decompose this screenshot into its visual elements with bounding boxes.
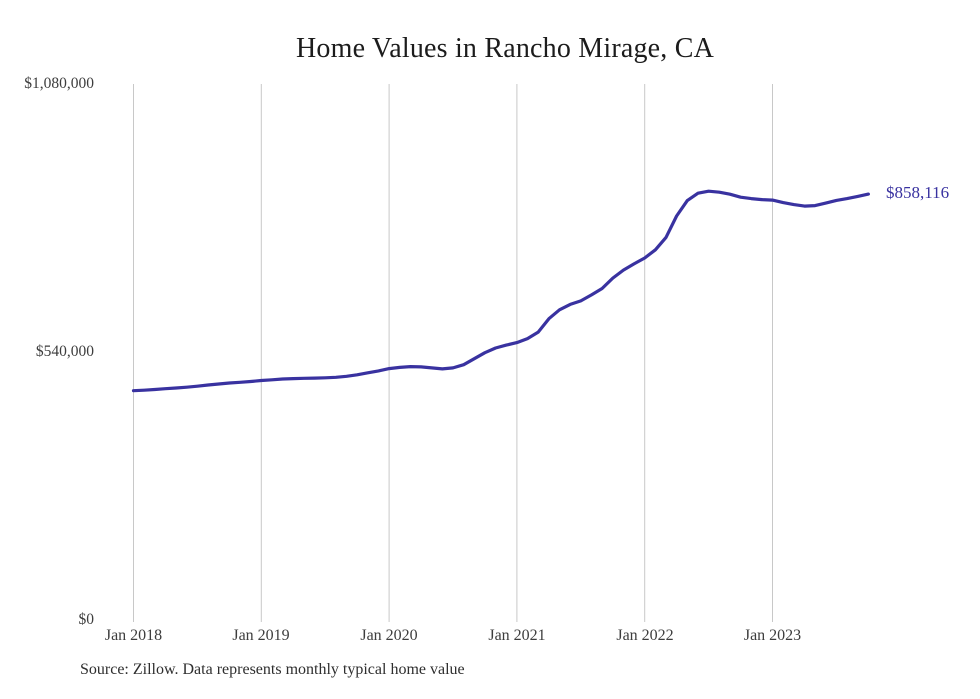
y-tick-label-0: $0 [78,611,95,628]
x-tick-label-2019: Jan 2019 [232,627,290,644]
home-value-line [131,189,870,393]
year-gridlines [133,84,773,622]
x-tick-label-2021: Jan 2021 [488,627,546,644]
x-tick-label-2023: Jan 2023 [743,627,802,644]
latest-value-label: $858,116 [886,183,950,203]
y-tick-label-540000: $540,000 [35,343,94,360]
source-note: Source: Zillow. Data represents monthly … [80,661,465,678]
x-tick-label-2022: Jan 2022 [616,627,674,644]
y-tick-label-1080000: $1,080,000 [24,75,94,92]
x-tick-label-2018: Jan 2018 [104,627,163,644]
chart-title: Home Values in Rancho Mirage, CA [295,33,715,64]
x-tick-label-2020: Jan 2020 [360,627,418,644]
